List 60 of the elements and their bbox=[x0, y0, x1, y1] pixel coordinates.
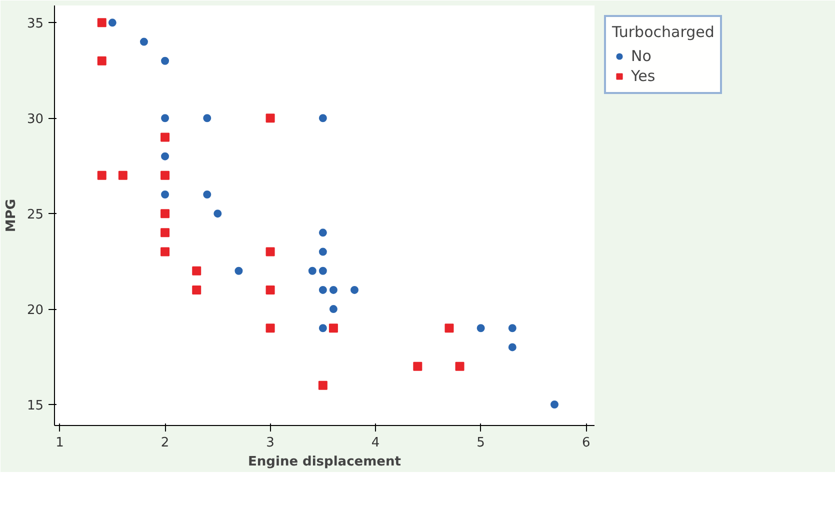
point bbox=[160, 247, 170, 256]
point bbox=[161, 190, 170, 198]
x-tick-label: 1 bbox=[56, 436, 64, 450]
y-tick-label: 25 bbox=[26, 208, 44, 223]
point bbox=[161, 114, 170, 122]
point bbox=[203, 190, 212, 198]
point bbox=[508, 343, 516, 352]
point bbox=[444, 324, 454, 333]
point bbox=[318, 266, 327, 275]
y-tick-label: 35 bbox=[26, 16, 44, 32]
point bbox=[550, 400, 558, 408]
point bbox=[161, 152, 170, 160]
point bbox=[476, 324, 485, 332]
point bbox=[108, 18, 116, 27]
point bbox=[318, 248, 327, 256]
point bbox=[455, 362, 464, 371]
point bbox=[328, 324, 338, 333]
legend-label: No bbox=[631, 47, 652, 65]
x-axis-title: Engine displacement bbox=[248, 454, 401, 470]
point bbox=[308, 266, 316, 275]
point bbox=[140, 38, 148, 46]
x-tick-label: 6 bbox=[582, 436, 590, 450]
point bbox=[97, 18, 106, 28]
point bbox=[160, 132, 170, 142]
y-tick-label: 15 bbox=[26, 398, 44, 414]
point bbox=[318, 286, 327, 294]
point bbox=[192, 285, 202, 294]
point bbox=[318, 324, 327, 332]
point bbox=[192, 266, 202, 276]
point bbox=[266, 114, 275, 123]
point bbox=[214, 210, 222, 218]
point bbox=[266, 285, 275, 294]
point bbox=[329, 286, 338, 294]
point bbox=[160, 228, 170, 238]
point bbox=[160, 209, 170, 218]
x-tick-label: 2 bbox=[160, 436, 170, 450]
point bbox=[318, 228, 327, 237]
y-axis-title: MPG bbox=[4, 198, 19, 232]
point bbox=[266, 247, 275, 256]
point bbox=[508, 324, 516, 332]
x-tick-label: 4 bbox=[371, 436, 380, 450]
point bbox=[234, 266, 243, 275]
x-tick-label: 5 bbox=[476, 436, 485, 450]
point bbox=[97, 170, 106, 180]
point bbox=[97, 56, 106, 66]
point bbox=[266, 324, 275, 333]
point bbox=[161, 56, 170, 65]
x-tick-label: 3 bbox=[266, 436, 274, 450]
point bbox=[160, 170, 170, 180]
y-tick-label: 30 bbox=[26, 112, 44, 128]
point bbox=[318, 114, 327, 122]
point bbox=[350, 286, 358, 294]
point bbox=[203, 114, 212, 122]
point bbox=[118, 170, 128, 180]
legend-title: Turbocharged bbox=[612, 23, 714, 41]
point bbox=[318, 380, 328, 390]
legend-label: Yes bbox=[631, 67, 656, 85]
point bbox=[413, 362, 422, 371]
point bbox=[329, 305, 338, 314]
y-tick-label: 20 bbox=[26, 303, 44, 318]
